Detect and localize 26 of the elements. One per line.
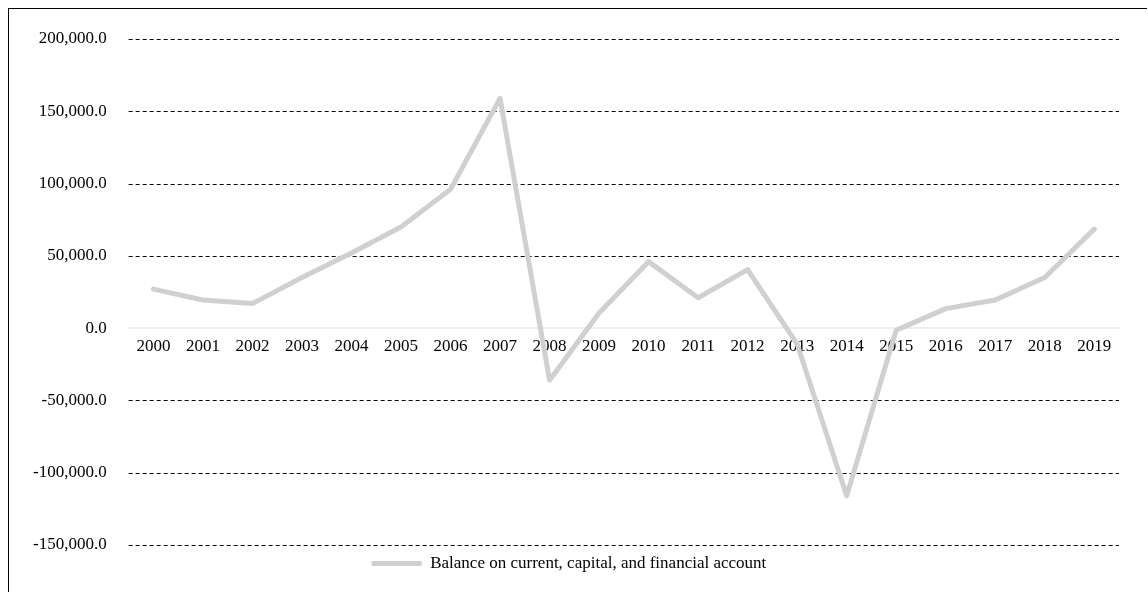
y-tick-label: -50,000.0 [41,389,107,409]
legend-label: Balance on current, capital, and financial account [430,552,767,572]
x-tick-label: 2007 [483,335,518,355]
y-tick-label: -150,000.0 [32,534,107,554]
y-tick-label: 100,000.0 [38,173,107,193]
x-tick-label: 2019 [1077,335,1112,355]
x-tick-label: 2001 [185,335,220,355]
x-tick-label: 2002 [235,335,270,355]
y-tick-label: 150,000.0 [38,100,107,120]
x-tick-label: 2005 [384,335,418,355]
x-tick-label: 2012 [730,335,765,355]
x-tick-label: 2006 [433,335,468,355]
x-tick-label: 2009 [582,335,617,355]
y-tick-label: 50,000.0 [47,245,107,265]
x-tick-label: 2017 [978,335,1013,355]
y-tick-label: 0.0 [85,317,107,337]
x-tick-label: 2003 [284,335,319,355]
y-tick-label: 200,000.0 [38,28,107,48]
x-tick-label: 2016 [928,335,963,355]
x-tick-label: 2010 [631,335,666,355]
x-tick-label: 2018 [1027,335,1062,355]
x-tick-label: 2000 [136,335,171,355]
x-tick-label: 2014 [829,335,865,355]
y-tick-label: -100,000.0 [32,462,107,482]
x-tick-label: 2004 [334,335,369,355]
x-tick-label: 2011 [681,335,715,355]
